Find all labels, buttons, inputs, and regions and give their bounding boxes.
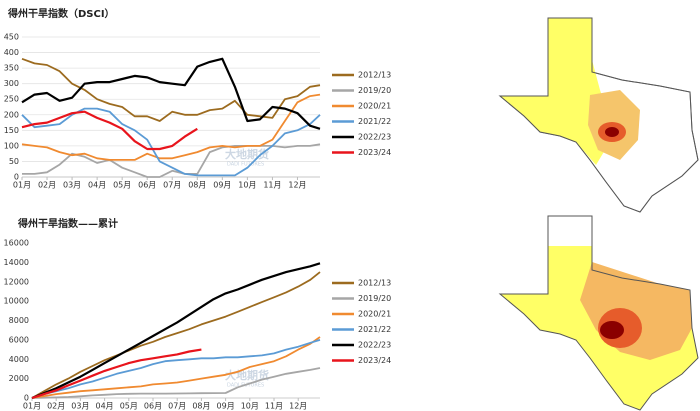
- x-tick-label: 09月: [213, 181, 231, 190]
- x-tick-label: 08月: [192, 402, 210, 411]
- y-tick-label: 8000: [9, 316, 29, 325]
- y-tick-label: 300: [4, 79, 19, 88]
- y-tick-label: 0: [14, 173, 19, 182]
- x-tick-label: 07月: [168, 402, 186, 411]
- y-tick-label: 100: [4, 141, 19, 150]
- y-tick-label: 350: [4, 64, 19, 73]
- x-tick-label: 06月: [144, 402, 162, 411]
- legend-label: 2023/24: [358, 148, 391, 157]
- y-tick-label: 0: [24, 394, 29, 403]
- y-tick-label: 450: [4, 33, 19, 42]
- legend-label: 2019/20: [358, 86, 391, 95]
- y-tick-label: 12000: [4, 277, 29, 286]
- legend-label: 2020/21: [358, 310, 391, 319]
- legend-label: 2022/23: [358, 341, 391, 350]
- x-tick-label: 12月: [288, 181, 306, 190]
- x-tick-label: 08月: [188, 181, 206, 190]
- legend-label: 2021/22: [358, 117, 391, 126]
- x-tick-label: 09月: [217, 402, 235, 411]
- series-line: [31, 339, 321, 399]
- chart-title: 得州干旱指数——累计: [17, 217, 118, 230]
- legend-label: 2012/13: [358, 279, 391, 288]
- watermark-subtitle: DADI FUTURES: [227, 162, 264, 168]
- x-tick-label: 03月: [63, 181, 81, 190]
- y-tick-label: 4000: [9, 355, 29, 364]
- x-tick-label: 10月: [238, 181, 256, 190]
- y-tick-label: 150: [4, 126, 19, 135]
- series-line: [21, 110, 198, 151]
- x-tick-label: 11月: [265, 402, 283, 411]
- series-line: [31, 367, 321, 399]
- legend-label: 2012/13: [358, 71, 391, 80]
- legend-label: 2022/23: [358, 133, 391, 142]
- y-tick-label: 16000: [4, 239, 29, 248]
- x-tick-label: 04月: [88, 181, 106, 190]
- legend-label: 2019/20: [358, 294, 391, 303]
- legend-label: 2023/24: [358, 356, 391, 365]
- y-tick-label: 250: [4, 95, 19, 104]
- series-line: [21, 57, 321, 122]
- x-tick-label: 11月: [263, 181, 281, 190]
- x-tick-label: 12月: [289, 402, 307, 411]
- legend-label: 2021/22: [358, 325, 391, 334]
- chart-title: 得州干旱指数（DSCI）: [7, 7, 115, 20]
- series-line: [31, 262, 321, 400]
- series-line: [21, 93, 321, 161]
- series-line: [31, 336, 321, 399]
- x-tick-label: 05月: [113, 181, 131, 190]
- texas-map-bottom: [498, 215, 699, 411]
- series-line: [22, 143, 321, 178]
- x-tick-label: 02月: [38, 181, 56, 190]
- y-tick-label: 10000: [4, 297, 29, 306]
- x-tick-label: 05月: [120, 402, 138, 411]
- series-line: [21, 107, 321, 177]
- x-tick-label: 02月: [47, 402, 65, 411]
- x-tick-label: 03月: [71, 402, 89, 411]
- legend-label: 2020/21: [358, 102, 391, 111]
- series-line: [31, 271, 321, 399]
- x-tick-label: 07月: [163, 181, 181, 190]
- y-tick-label: 2000: [9, 374, 29, 383]
- texas-map-top: [498, 17, 699, 213]
- y-tick-label: 400: [4, 48, 19, 57]
- y-tick-label: 200: [4, 110, 19, 119]
- x-tick-label: 10月: [241, 402, 259, 411]
- x-tick-label: 01月: [13, 181, 31, 190]
- x-tick-label: 04月: [96, 402, 114, 411]
- series-line: [31, 348, 202, 400]
- y-tick-label: 50: [9, 157, 19, 166]
- y-tick-label: 14000: [4, 258, 29, 267]
- x-tick-label: 01月: [23, 402, 41, 411]
- series-line: [21, 57, 321, 130]
- x-tick-label: 06月: [138, 181, 156, 190]
- y-tick-label: 6000: [9, 335, 29, 344]
